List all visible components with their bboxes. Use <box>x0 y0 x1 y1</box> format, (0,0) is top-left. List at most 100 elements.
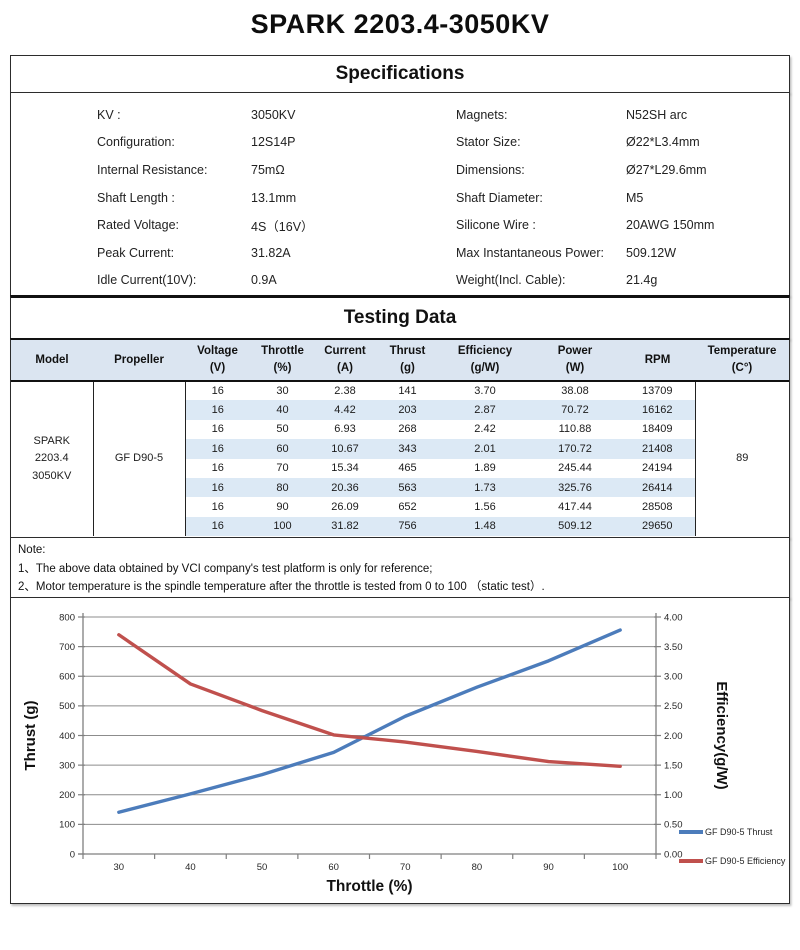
data-cell: 24194 <box>641 462 673 475</box>
data-cell: 31.82 <box>315 516 375 537</box>
left-axis-title: Thrust (g) <box>22 701 39 771</box>
column-header: Temperature (C°) <box>695 340 789 382</box>
data-cell: 110.88 <box>558 423 592 436</box>
data-cell: 16 <box>211 423 224 436</box>
table-row: 16 100 31.82 756 1.48 509.12 29650 <box>11 516 789 537</box>
spec-label: Rated Voltage: <box>97 218 180 233</box>
data-cell: 343 <box>375 439 440 459</box>
data-cell: 29650 <box>620 516 695 537</box>
data-cell: 20.36 <box>315 477 375 498</box>
column-header: Throttle (%) <box>250 340 315 382</box>
x-tick-label: 60 <box>328 862 339 873</box>
x-tick-label: 80 <box>472 862 483 873</box>
spec-label: Dimensions: <box>456 162 525 177</box>
data-cell: 141 <box>398 385 417 398</box>
data-cell: 30 <box>276 385 289 398</box>
spec-value: 4S（16V） <box>251 219 314 234</box>
column-header: Current (A) <box>315 340 375 382</box>
table-row: 16 40 4.42 203 2.87 70.72 16162 <box>11 400 789 420</box>
thrust-line <box>117 628 622 814</box>
column-header: Power (W) <box>530 340 620 382</box>
data-cell: 16 <box>185 516 250 537</box>
note-box: Note: 1、The above data obtained by VCI c… <box>10 537 790 598</box>
data-cell: 15.34 <box>331 462 359 475</box>
column-header: Voltage (V) <box>185 340 250 382</box>
data-cell: 3.70 <box>474 385 496 398</box>
data-cell: 50 <box>276 423 289 436</box>
table-row: 16 90 26.09 652 1.56 417.44 28508 <box>11 497 789 516</box>
spec-label: Configuration: <box>97 135 175 150</box>
spec-value: 12S14P <box>251 135 296 150</box>
spec-label: Internal Resistance: <box>97 162 208 177</box>
column-header: Propeller <box>93 340 185 382</box>
data-cell: 80 <box>250 477 315 498</box>
table-body: SPARK 2203.4 3050KV GF D90-5 16 30 2.38 141 3.70… <box>11 381 789 537</box>
left-axis-tick-label: 800 <box>59 612 75 623</box>
testing-data-title: Testing Data <box>343 307 457 328</box>
left-axis-tick-label: 0 <box>70 849 75 860</box>
data-cell: 2.87 <box>440 400 530 420</box>
data-cell: 245.44 <box>558 462 592 475</box>
data-cell: 203 <box>375 400 440 420</box>
spec-label: Stator Size: <box>456 135 521 150</box>
spec-label: Magnets: <box>456 107 508 122</box>
table-header-row: Model Propeller Voltage (V) Throttle (%) Curre… <box>11 340 789 382</box>
efficiency-line <box>117 633 622 769</box>
data-cell: 1.56 <box>474 501 496 514</box>
column-header: Efficiency (g/W) <box>440 340 530 382</box>
right-axis-tick-label: 1.50 <box>664 760 683 771</box>
data-cell: 10.67 <box>315 439 375 459</box>
spec-value: 0.9A <box>251 273 277 288</box>
x-axis-title: Throttle (%) <box>326 878 412 895</box>
thrust-efficiency-chart: 0 0.00 100 0.50 200 1.00 300 1.50 400 2.00 500 2.50… <box>22 612 786 895</box>
note-line-1: 1、The above data obtained by VCI company… <box>18 562 433 575</box>
column-header: Thrust (g) <box>375 340 440 382</box>
data-cell: 38.08 <box>561 385 589 398</box>
spec-value: 20AWG 150mm <box>626 218 715 233</box>
data-cell: 16 <box>185 439 250 459</box>
right-axis-tick-label: 2.50 <box>664 701 683 712</box>
spec-label: Peak Current: <box>97 245 175 260</box>
spec-value: 75mΩ <box>251 162 285 177</box>
right-axis-tick-label: 3.50 <box>664 642 683 653</box>
data-cell: 465 <box>398 462 417 475</box>
data-cell: 652 <box>398 501 417 514</box>
data-cell: 21408 <box>620 439 695 459</box>
note-line-2: 2、Motor temperature is the spindle tempe… <box>18 581 545 593</box>
spec-label: Shaft Length : <box>97 190 175 205</box>
testing-data-section-header: Testing Data <box>10 295 790 339</box>
left-axis-tick-label: 500 <box>59 701 75 712</box>
x-tick-label: 100 <box>612 862 628 873</box>
table-row: 16 80 20.36 563 1.73 325.76 26414 <box>11 477 789 498</box>
spec-label: KV : <box>97 107 121 122</box>
data-cell: 16 <box>211 501 224 514</box>
table-row: 16 50 6.93 268 2.42 110.88 18409 <box>11 420 789 439</box>
left-axis-tick-label: 300 <box>59 760 75 771</box>
page-title: SPARK 2203.4-3050KV <box>250 9 550 39</box>
right-axis-tick-label: 4.00 <box>664 612 683 623</box>
column-header: Model <box>11 340 93 382</box>
data-cell: 1.89 <box>474 462 496 475</box>
data-cell: 16 <box>211 462 224 475</box>
propeller-cell: GF D90-5 <box>93 381 186 537</box>
x-tick-label: 50 <box>257 862 268 873</box>
data-cell: 1.73 <box>440 477 530 498</box>
data-cell: 13709 <box>641 385 673 398</box>
x-tick-label: 90 <box>543 862 554 873</box>
data-cell: 6.93 <box>334 423 356 436</box>
data-cell: 90 <box>276 501 289 514</box>
table-row: 16 60 10.67 343 2.01 170.72 21408 <box>11 439 789 459</box>
spec-value: 21.4g <box>626 273 658 288</box>
data-cell: 40 <box>250 400 315 420</box>
spec-label: Idle Current(10V): <box>97 273 197 288</box>
data-cell: 2.42 <box>474 423 496 436</box>
spec-label: Silicone Wire : <box>456 218 536 233</box>
data-cell: 268 <box>398 423 417 436</box>
chart-box: 0 0.00 100 0.50 200 1.00 300 1.50 400 2.00 500 2.50… <box>10 597 790 904</box>
specifications-section-header: Specifications <box>10 55 790 93</box>
data-cell: 70 <box>276 462 289 475</box>
data-cell: 325.76 <box>530 477 620 498</box>
data-cell: 2.01 <box>440 439 530 459</box>
data-cell: 563 <box>375 477 440 498</box>
data-cell: 70.72 <box>530 400 620 420</box>
